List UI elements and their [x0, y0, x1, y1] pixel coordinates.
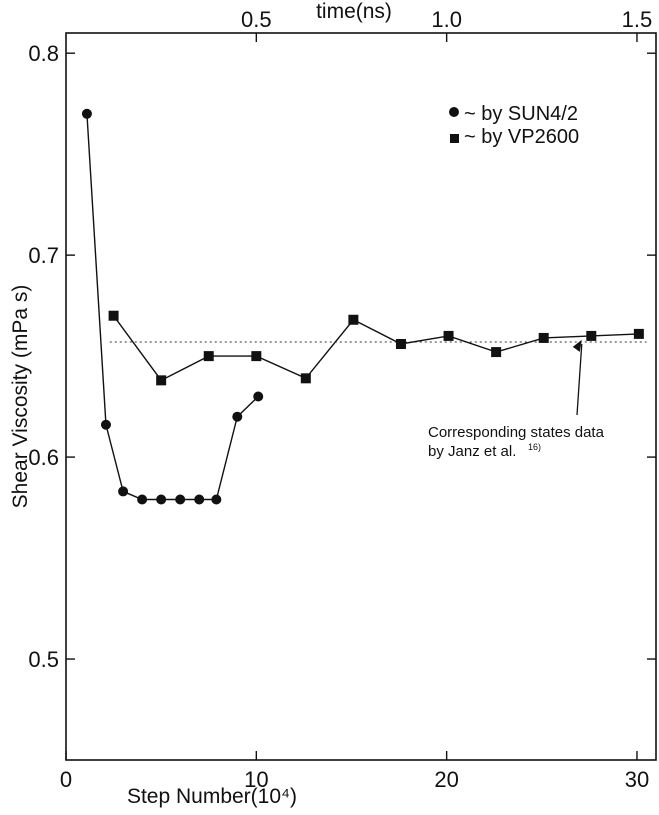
y-tick-label: 0.6 — [28, 445, 59, 470]
plot-frame — [65, 32, 657, 761]
data-point-circle — [137, 494, 148, 505]
data-point-square — [586, 330, 597, 341]
data-point-circle — [175, 494, 186, 505]
top-tick-label: 1.5 — [622, 7, 653, 32]
data-point-square — [491, 347, 502, 358]
x-axis-ticks: 0 10 20 30 — [60, 751, 649, 792]
legend-marker-circle — [449, 107, 459, 117]
y-axis-title: Shear Viscosity (mPa s) — [9, 285, 32, 509]
y-tick-label: 0.5 — [28, 647, 59, 672]
x-tick-label: 20 — [434, 767, 458, 792]
top-tick-label: 1.0 — [431, 7, 462, 32]
data-point-square — [443, 330, 454, 341]
y-tick-label: 0.7 — [28, 243, 59, 268]
data-point-square — [348, 314, 359, 325]
legend-marker-square — [450, 134, 459, 143]
x-tick-label: 0 — [60, 767, 72, 792]
legend-label-sun: ~ by SUN4/2 — [464, 103, 578, 125]
series-line-0 — [86, 113, 259, 501]
top-axis-ticks: 0.5 1.0 1.5 — [241, 7, 652, 42]
data-point-square — [538, 332, 549, 343]
legend-label-vp: ~ by VP2600 — [464, 126, 579, 148]
data-point-square — [108, 310, 119, 321]
data-point-square — [395, 338, 406, 349]
data-point-circle — [211, 494, 222, 505]
annotation-arrowhead — [572, 339, 582, 352]
data-point-circle — [100, 419, 111, 430]
y-tick-label: 0.8 — [28, 41, 59, 66]
series-layer — [81, 108, 644, 505]
annotation-line-1: Corresponding states data — [428, 424, 605, 441]
data-point-circle — [156, 494, 167, 505]
data-point-square — [156, 375, 167, 386]
y-axis-ticks: 0.5 0.6 0.7 0.8 — [28, 41, 656, 672]
data-point-square — [300, 373, 311, 384]
data-point-circle — [81, 108, 92, 119]
annotation-line-2: by Janz et al. — [428, 443, 516, 460]
data-point-circle — [118, 486, 129, 497]
x-tick-label: 10 — [244, 767, 268, 792]
data-point-circle — [232, 411, 243, 422]
x-tick-label: 30 — [625, 767, 649, 792]
annotation: Corresponding states data by Janz et al.… — [428, 339, 605, 460]
data-point-circle — [194, 494, 205, 505]
top-axis-title: time(ns) — [316, 0, 392, 23]
legend: ~ by SUN4/2 ~ by VP2600 — [449, 103, 579, 148]
series-line-1 — [113, 315, 639, 382]
data-point-square — [633, 328, 644, 339]
top-tick-label: 0.5 — [241, 7, 272, 32]
x-axis-title: Step Number(10⁴) — [127, 785, 297, 808]
data-point-square — [203, 351, 214, 362]
data-point-circle — [253, 391, 264, 402]
annotation-arrow — [576, 343, 583, 416]
annotation-superscript: 16) — [528, 442, 541, 452]
data-point-square — [251, 351, 262, 362]
